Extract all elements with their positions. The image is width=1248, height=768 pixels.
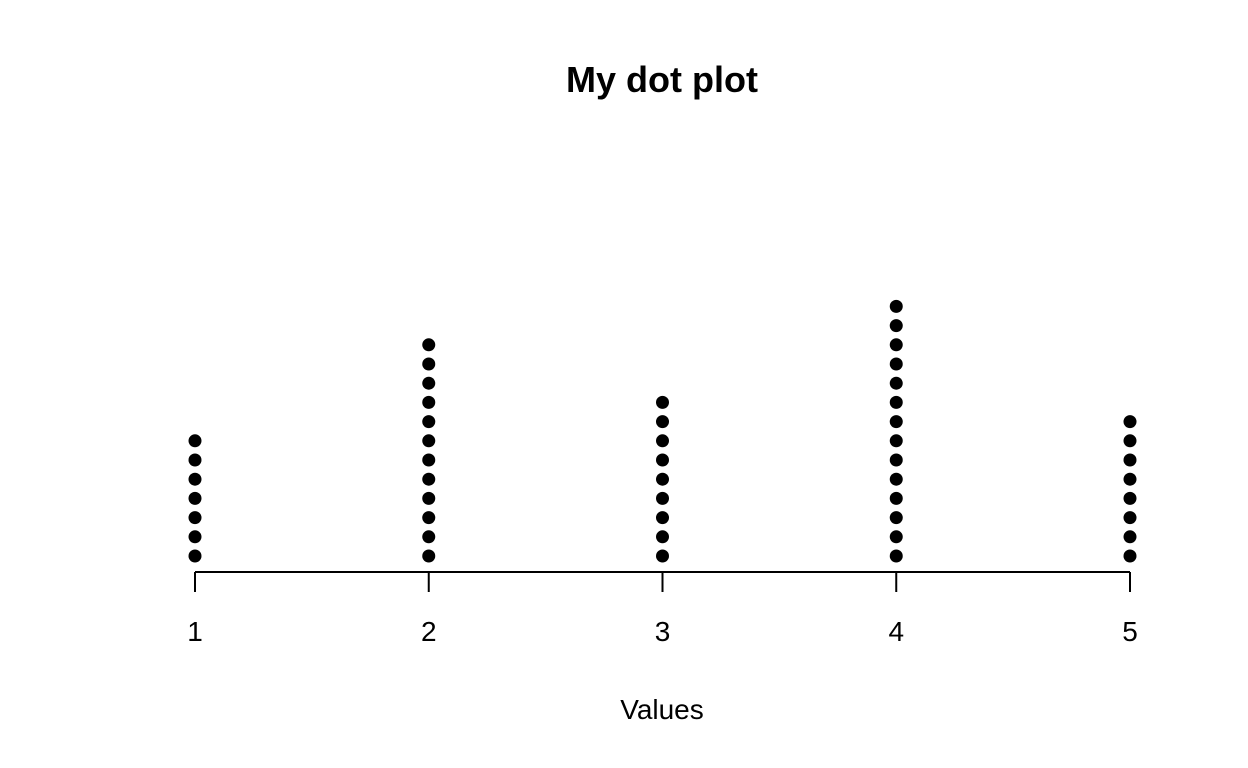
data-dot [656,472,669,486]
data-dot [656,415,669,429]
chart-title: My dot plot [566,59,758,100]
data-dot [422,472,436,486]
data-dot [422,415,436,429]
data-dot [889,376,903,390]
data-dot [656,434,669,448]
data-dot [1123,434,1137,448]
data-dot [1123,491,1137,505]
data-dot [422,434,436,448]
data-dot [889,472,903,486]
data-dot [188,472,202,486]
data-dot [422,338,436,352]
data-dot [422,395,436,409]
x-tick-label: 1 [187,616,203,647]
data-dot [889,415,903,429]
data-dot [422,357,436,371]
data-dot [889,357,903,371]
data-dot [1123,511,1137,525]
data-dot [656,549,669,563]
data-dot [889,530,903,544]
data-dot [422,376,436,390]
data-dot [889,299,903,313]
data-dot [422,511,436,525]
x-tick-label: 4 [888,616,904,647]
data-dot [889,453,903,467]
data-dot [656,530,669,544]
data-dot [1123,549,1137,563]
data-dot [1123,415,1137,429]
data-dot [656,395,669,409]
data-dot [188,530,202,544]
data-dot [656,491,669,505]
x-axis-label: Values [620,694,704,725]
data-dot [889,434,903,448]
data-dot [656,453,669,467]
data-dot [188,434,202,448]
dot-series [188,299,1137,563]
data-dot [889,395,903,409]
data-dot [889,319,903,333]
data-dot [889,511,903,525]
data-dot [188,511,202,525]
x-tick-label: 3 [655,616,671,647]
data-dot [889,491,903,505]
data-dot [188,453,202,467]
data-dot [422,530,436,544]
data-dot [1123,472,1137,486]
data-dot [1123,530,1137,544]
data-dot [422,491,436,505]
x-tick-label: 5 [1122,616,1138,647]
x-axis-ticks: 1 2 3 4 5 [187,572,1138,647]
data-dot [188,491,202,505]
data-dot [188,549,202,563]
data-dot [889,549,903,563]
x-tick-label: 2 [421,616,437,647]
data-dot [422,549,436,563]
data-dot [889,338,903,352]
data-dot [656,511,669,525]
data-dot [1123,453,1137,467]
data-dot [422,453,436,467]
